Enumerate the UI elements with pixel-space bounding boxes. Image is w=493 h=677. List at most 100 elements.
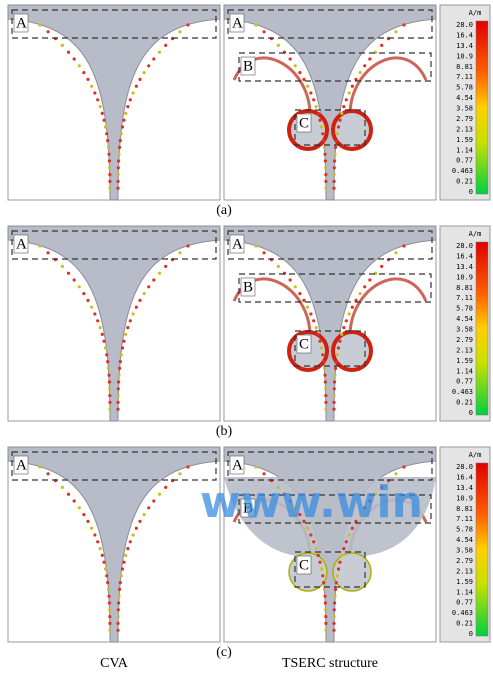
current-dot	[117, 159, 120, 162]
current-dot	[116, 401, 119, 404]
current-dot	[338, 561, 341, 564]
current-dot	[152, 499, 155, 502]
current-dot	[402, 465, 405, 468]
current-dot	[61, 265, 64, 268]
current-dot	[338, 340, 341, 343]
current-dot	[132, 312, 135, 315]
region-label: A	[16, 236, 27, 252]
current-dot	[345, 319, 348, 322]
current-dot	[108, 380, 111, 383]
colorbar-tick: 5.78	[456, 526, 473, 534]
current-dot	[107, 374, 110, 377]
current-dot	[363, 64, 366, 67]
current-dot	[90, 527, 93, 530]
colorbar-strip	[476, 463, 488, 636]
current-dot	[298, 71, 301, 74]
current-dot	[61, 486, 64, 489]
current-dot	[99, 105, 102, 108]
colorbar-tick: 16.4	[456, 31, 473, 39]
current-dot	[38, 244, 41, 247]
current-dot	[289, 57, 292, 60]
current-dot	[336, 574, 339, 577]
current-dot	[117, 380, 120, 383]
colorbar-tick: 28.0	[456, 463, 473, 471]
colorbar-tick: 1.14	[456, 367, 473, 375]
region-label: C	[299, 115, 309, 131]
colorbar-tick: 2.79	[456, 557, 473, 565]
current-dot	[38, 23, 41, 26]
current-dot	[164, 44, 167, 47]
current-dot	[122, 119, 125, 122]
current-dot	[93, 91, 96, 94]
region-label: B	[243, 279, 253, 295]
colorbar-tick: 5.78	[456, 305, 473, 313]
caption: (a)	[216, 203, 232, 218]
current-dot	[116, 180, 119, 183]
current-dot	[363, 285, 366, 288]
colorbar-tick: 1.14	[456, 588, 473, 596]
current-dot	[67, 51, 70, 54]
current-dot	[138, 299, 141, 302]
current-dot	[102, 119, 105, 122]
colorbar-unit: A/m	[469, 451, 482, 459]
caption: (c)	[216, 645, 232, 660]
colorbar-tick: 2.13	[456, 346, 473, 354]
colorbar-tick: 0.77	[456, 157, 473, 165]
current-dot	[143, 71, 146, 74]
current-dot	[324, 180, 327, 183]
current-dot	[333, 394, 336, 397]
current-dot	[122, 561, 125, 564]
current-dot	[82, 513, 85, 516]
current-dot	[333, 601, 336, 604]
current-dot	[317, 112, 320, 115]
current-dot	[120, 132, 123, 135]
current-dot	[107, 367, 110, 370]
colorbar-tick: 1.59	[456, 357, 473, 365]
current-dot	[117, 374, 120, 377]
current-dot	[323, 374, 326, 377]
current-dot	[104, 346, 107, 349]
current-dot	[105, 132, 108, 135]
current-dot	[345, 540, 348, 543]
current-dot	[368, 57, 371, 60]
current-dot	[277, 44, 280, 47]
current-dot	[289, 278, 292, 281]
current-dot	[38, 465, 41, 468]
current-dot	[147, 64, 150, 67]
current-dot	[178, 472, 181, 475]
current-dot	[116, 408, 119, 411]
colorbar-tick: 2.79	[456, 336, 473, 344]
current-dot	[186, 23, 189, 26]
current-dot	[158, 272, 161, 275]
colorbar-tick: 13.4	[456, 263, 473, 271]
current-dot	[147, 506, 150, 509]
current-dot	[61, 44, 64, 47]
current-dot	[108, 387, 111, 390]
current-dot	[333, 166, 336, 169]
current-dot	[78, 285, 81, 288]
current-dot	[46, 30, 49, 33]
current-dot	[335, 139, 338, 142]
current-dot	[321, 574, 324, 577]
current-dot	[337, 125, 340, 128]
current-dot	[332, 180, 335, 183]
current-dot	[324, 394, 327, 397]
current-dot	[107, 146, 110, 149]
region-label: B	[243, 58, 253, 74]
current-dot	[335, 581, 338, 584]
current-dot	[118, 367, 121, 370]
current-dot	[126, 326, 129, 329]
colorbar-tick: 4.54	[456, 315, 473, 323]
current-dot	[129, 319, 132, 322]
region-label: C	[299, 557, 309, 573]
current-dot	[135, 306, 138, 309]
current-dot	[337, 567, 340, 570]
current-dot	[315, 547, 318, 550]
current-dot	[129, 540, 132, 543]
current-dot	[312, 98, 315, 101]
current-dot	[102, 561, 105, 564]
colorbar-tick: 3.58	[456, 105, 473, 113]
current-dot	[126, 547, 129, 550]
colorbar-tick: 0.463	[452, 167, 473, 175]
colorbar-tick: 8.81	[456, 63, 473, 71]
